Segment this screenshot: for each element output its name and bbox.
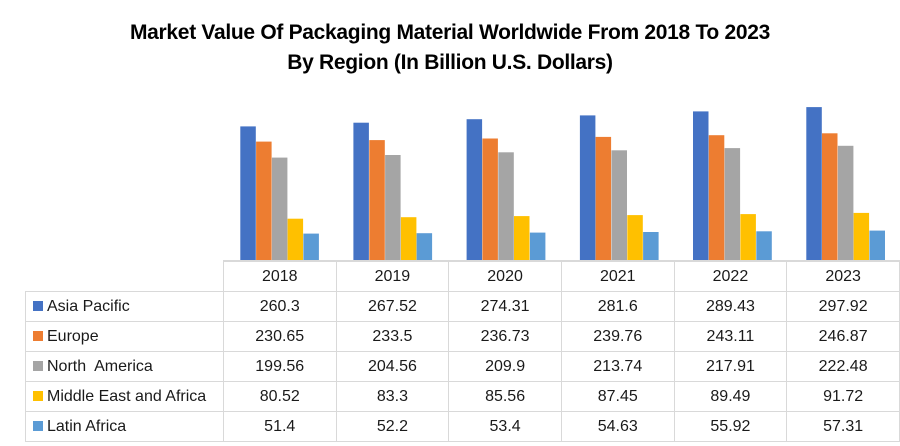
legend-swatch-icon [33, 360, 43, 371]
data-table-row: North America 199.56 204.56 209.9 213.74 217.… [25, 351, 900, 382]
data-label: 89.49 [673, 381, 788, 412]
data-label: 246.87 [786, 321, 900, 352]
series-name: Asia Pacific [47, 297, 130, 315]
bar [643, 232, 659, 260]
data-label: 80.52 [222, 381, 337, 412]
bar-group-2021 [579, 115, 659, 261]
data-label: 53.4 [448, 411, 562, 442]
data-label: 217.91 [673, 351, 788, 382]
bar [579, 115, 596, 261]
bar [303, 233, 319, 260]
bar [806, 107, 822, 260]
bar [287, 218, 304, 260]
series-name: Middle East and Africa [47, 387, 207, 405]
chart-subtitle: By Region (In Billion U.S. Dollars) [287, 51, 613, 74]
bar [724, 148, 741, 260]
bar [693, 111, 709, 261]
bar-group-2022 [693, 111, 772, 261]
category-label: 2020 [448, 261, 562, 292]
bar [822, 133, 838, 260]
legend-entry: Asia Pacific [25, 291, 224, 322]
series-name: Latin Africa [47, 417, 127, 435]
data-label: 236.73 [448, 321, 562, 352]
data-label: 230.65 [222, 321, 337, 352]
legend-swatch-icon [33, 420, 43, 431]
bar-group-2020 [466, 119, 546, 260]
data-table-corner [25, 261, 224, 292]
data-label: 91.72 [786, 381, 900, 412]
bar-plot-area [223, 107, 900, 261]
bar [466, 119, 483, 260]
bar-group-2018 [240, 126, 319, 261]
data-label: 51.4 [222, 411, 337, 442]
chart-title-line1: Market Value Of Packaging Material World… [129, 21, 771, 44]
bar [482, 138, 498, 260]
category-label: 2018 [222, 261, 337, 292]
data-label: 52.2 [335, 411, 450, 442]
data-table-header-row: 2018 2019 2020 2021 2022 2023 [25, 261, 900, 292]
series-name: Europe [47, 327, 99, 345]
data-label: 199.56 [222, 351, 337, 382]
series-name: North America [47, 357, 153, 375]
data-label: 222.48 [786, 351, 900, 382]
data-table-row: Middle East and Africa 80.52 83.3 85.56 87.4… [25, 381, 900, 412]
category-label: 2023 [786, 261, 900, 292]
legend-entry: North America [25, 351, 224, 382]
bar [369, 140, 385, 260]
bar-group-2023 [806, 107, 885, 260]
category-label: 2021 [560, 261, 675, 292]
data-label: 289.43 [673, 291, 788, 322]
category-label: 2019 [335, 261, 450, 292]
chart-title: Market Value Of Packaging Material World… [0, 18, 900, 78]
data-label: 87.45 [560, 381, 675, 412]
bar [271, 157, 288, 260]
data-table-row: Europe 230.65 233.5 236.73 239.76 243.11 246.8… [25, 321, 900, 352]
legend-swatch-icon [33, 390, 43, 401]
bar [708, 135, 725, 260]
data-label: 204.56 [335, 351, 450, 382]
data-label: 297.92 [786, 291, 900, 322]
data-label: 274.31 [448, 291, 562, 322]
data-label: 260.3 [222, 291, 337, 322]
bar [595, 136, 612, 260]
category-label: 2022 [673, 261, 788, 292]
bar [611, 150, 627, 260]
bar [416, 233, 433, 260]
legend-entry: Europe [25, 321, 224, 352]
bar [353, 122, 369, 260]
data-label: 85.56 [448, 381, 562, 412]
bar [756, 231, 772, 260]
bar [529, 232, 546, 260]
legend-entry: Middle East and Africa [25, 381, 224, 412]
data-label: 281.6 [560, 291, 675, 322]
data-table-row: Asia Pacific 260.3 267.52 274.31 281.6 289.43… [25, 291, 900, 322]
data-table: 2018 2019 2020 2021 2022 2023 Asia Pacif… [25, 261, 900, 442]
bar [256, 141, 272, 260]
bar [385, 155, 401, 260]
bar [837, 145, 854, 260]
bar [400, 217, 417, 260]
bar [853, 212, 870, 260]
legend-swatch-icon [33, 330, 43, 341]
data-label: 233.5 [335, 321, 450, 352]
data-label: 55.92 [673, 411, 788, 442]
data-label: 243.11 [673, 321, 788, 352]
data-label: 239.76 [560, 321, 675, 352]
legend-swatch-icon [33, 300, 43, 311]
data-table-row: Latin Africa 51.4 52.2 53.4 54.63 55.92 57.31 [25, 411, 900, 442]
data-label: 57.31 [786, 411, 900, 442]
data-label: 83.3 [335, 381, 450, 412]
data-label: 209.9 [448, 351, 562, 382]
bar-group-2019 [353, 122, 433, 260]
bar [627, 215, 643, 260]
data-label: 213.74 [560, 351, 675, 382]
bar [514, 216, 530, 260]
bar [240, 126, 256, 261]
legend-entry: Latin Africa [25, 411, 224, 442]
data-label: 267.52 [335, 291, 450, 322]
bar [740, 214, 756, 260]
bar [869, 230, 885, 260]
bar [498, 152, 514, 260]
data-label: 54.63 [560, 411, 675, 442]
